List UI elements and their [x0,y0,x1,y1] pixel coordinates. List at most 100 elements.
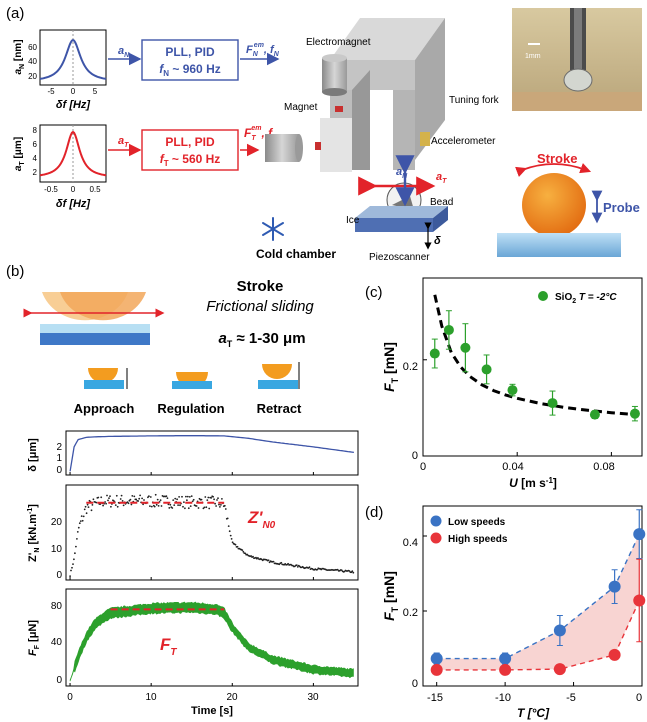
label-electromagnet: Electromagnet [306,37,371,48]
data-point [430,652,443,665]
stroke-schematic [23,292,165,345]
inset-top-ytick-2: 20 [28,72,37,81]
stiffness-point [252,555,254,558]
inset-bot-ytick-2: 4 [33,154,38,163]
b3-ytick-2: 0 [56,675,62,686]
stiffness-point [150,505,153,508]
stiffness-point [87,506,90,508]
stiffness-point [108,497,110,499]
stiffness-point [226,517,229,520]
stiffness-point [287,562,289,565]
stiffness-point [74,552,76,555]
stiffness-point [77,526,80,529]
stiffness-point [127,502,130,505]
stiffness-point [104,501,106,503]
stiffness-point [204,496,207,498]
stiffness-point [139,494,142,497]
panel-d-plot [423,509,646,687]
label-fn-em: FNem, fN [246,42,280,58]
stroke-subtitle: Frictional sliding [206,298,314,315]
stiffness-point [105,502,107,505]
box-pll-pid-tangential [141,129,239,171]
stiffness-point [267,559,270,562]
d-ytick-2: 0 [412,678,418,690]
stiffness-point [192,498,195,501]
stiffness-point [141,497,144,500]
stiffness-point [272,560,275,563]
inset-top-ytick-1: 40 [28,57,37,66]
c-ytick-1: 0 [412,450,418,462]
stiffness-point [352,571,355,574]
stiffness-point [351,570,354,573]
stiffness-point [223,504,226,507]
stiffness-point [157,505,160,507]
stiffness-point [207,496,210,499]
stiffness-point [208,507,211,510]
stiffness-point [159,499,162,501]
stiffness-point [176,498,179,501]
stiffness-point [75,545,77,548]
stiffness-point [189,505,192,507]
inset-bot-xtick-1: 0 [71,185,76,194]
stiffness-point [212,495,215,498]
stiffness-point [168,507,171,509]
stiffness-point [102,504,104,507]
data-point [553,663,566,676]
stiffness-point [121,500,124,502]
stiffness-point [90,509,93,512]
b3-ytick-0: 80 [51,601,63,612]
d-xtick-1: -10 [495,692,511,704]
stiffness-point [220,504,222,506]
stiffness-point [166,497,169,499]
stiffness-point [218,503,220,506]
label-a-t-in: aT [118,135,129,149]
step-approach-label: Approach [74,401,135,416]
stiffness-point [70,569,72,572]
box-pll-pid-normal [141,39,239,81]
stiffness-point [188,496,191,498]
data-point [547,398,558,409]
stiffness-point [177,504,180,506]
stiffness-point [224,508,227,510]
stiffness-point [206,499,209,501]
stiffness-point [86,503,89,506]
stiffness-point [217,497,219,500]
stiffness-point [115,494,118,497]
data-point [430,663,443,676]
stiffness-point [114,504,117,506]
legend-c-marker [538,291,548,301]
b3-ytick-1: 40 [51,637,63,648]
stiffness-point [336,568,339,571]
box-tang-line2: fT ~ 560 Hz [160,152,221,168]
stiffness-point [187,507,190,510]
d-xlabel: T [°C] [517,706,550,720]
label-probe: Probe [603,200,640,215]
stiffness-point [169,503,172,506]
stiffness-point [174,497,177,500]
stiffness-point [190,495,193,497]
stiffness-point [84,505,87,508]
inset-top-xtick-2: 5 [93,87,98,96]
stiffness-point [69,575,71,577]
inset-normal-resonance: 60 40 20 -5 0 5 δf [Hz] aN [nm] [13,29,107,111]
step-retract-label: Retract [257,401,302,416]
stiffness-point [280,561,283,564]
box-tang-line1: PLL, PID [165,135,215,149]
box-normal-line1: PLL, PID [165,45,215,59]
stiffness-point [149,496,152,498]
stiffness-point [135,498,138,501]
inset-top-xtick-1: 0 [71,87,76,96]
b2-ytick-2: 0 [56,570,62,581]
stiffness-point [214,502,217,505]
b1-ylabel: δ [μm] [27,438,39,472]
step-regulation-icon [172,372,212,389]
stiffness-point [80,515,83,517]
c-ytick-0: 0.2 [403,361,418,373]
stiffness-point [185,495,187,498]
d-xtick-2: -5 [566,692,576,704]
stiffness-point [219,506,221,508]
b-xtick-0: 0 [67,692,73,703]
stiffness-point [340,569,343,571]
snowflake-icon [262,217,284,241]
